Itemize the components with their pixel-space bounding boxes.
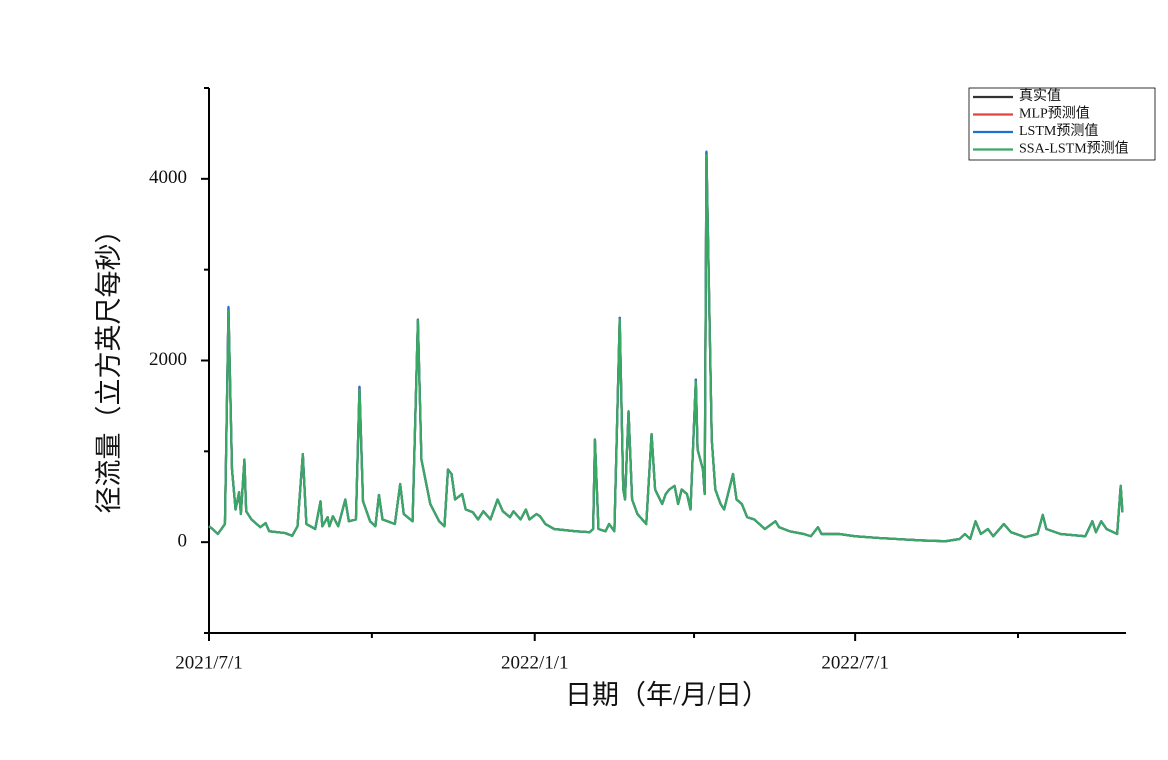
legend-label: SSA-LSTM预测值 xyxy=(1019,141,1129,157)
y-tick-label: 4000 xyxy=(149,167,187,188)
series-line xyxy=(208,151,1124,543)
legend-label: LSTM预测值 xyxy=(1019,123,1098,139)
legend-label: MLP预测值 xyxy=(1019,106,1090,122)
series-line xyxy=(208,151,1124,543)
y-axis-title: 径流量（立方英尺每秒） xyxy=(94,217,124,514)
series-line xyxy=(208,154,1124,543)
y-tick-label: 2000 xyxy=(149,349,187,370)
x-tick-label: 2022/1/1 xyxy=(501,652,569,673)
legend-label: 真实值 xyxy=(1019,88,1061,104)
series-line xyxy=(208,150,1124,543)
x-tick-label: 2021/7/1 xyxy=(175,652,243,673)
x-tick-label: 2022/7/1 xyxy=(821,652,889,673)
legend-box xyxy=(968,87,1156,161)
y-tick-label: 0 xyxy=(178,531,188,552)
x-axis-title: 日期（年/月/日） xyxy=(565,680,769,710)
